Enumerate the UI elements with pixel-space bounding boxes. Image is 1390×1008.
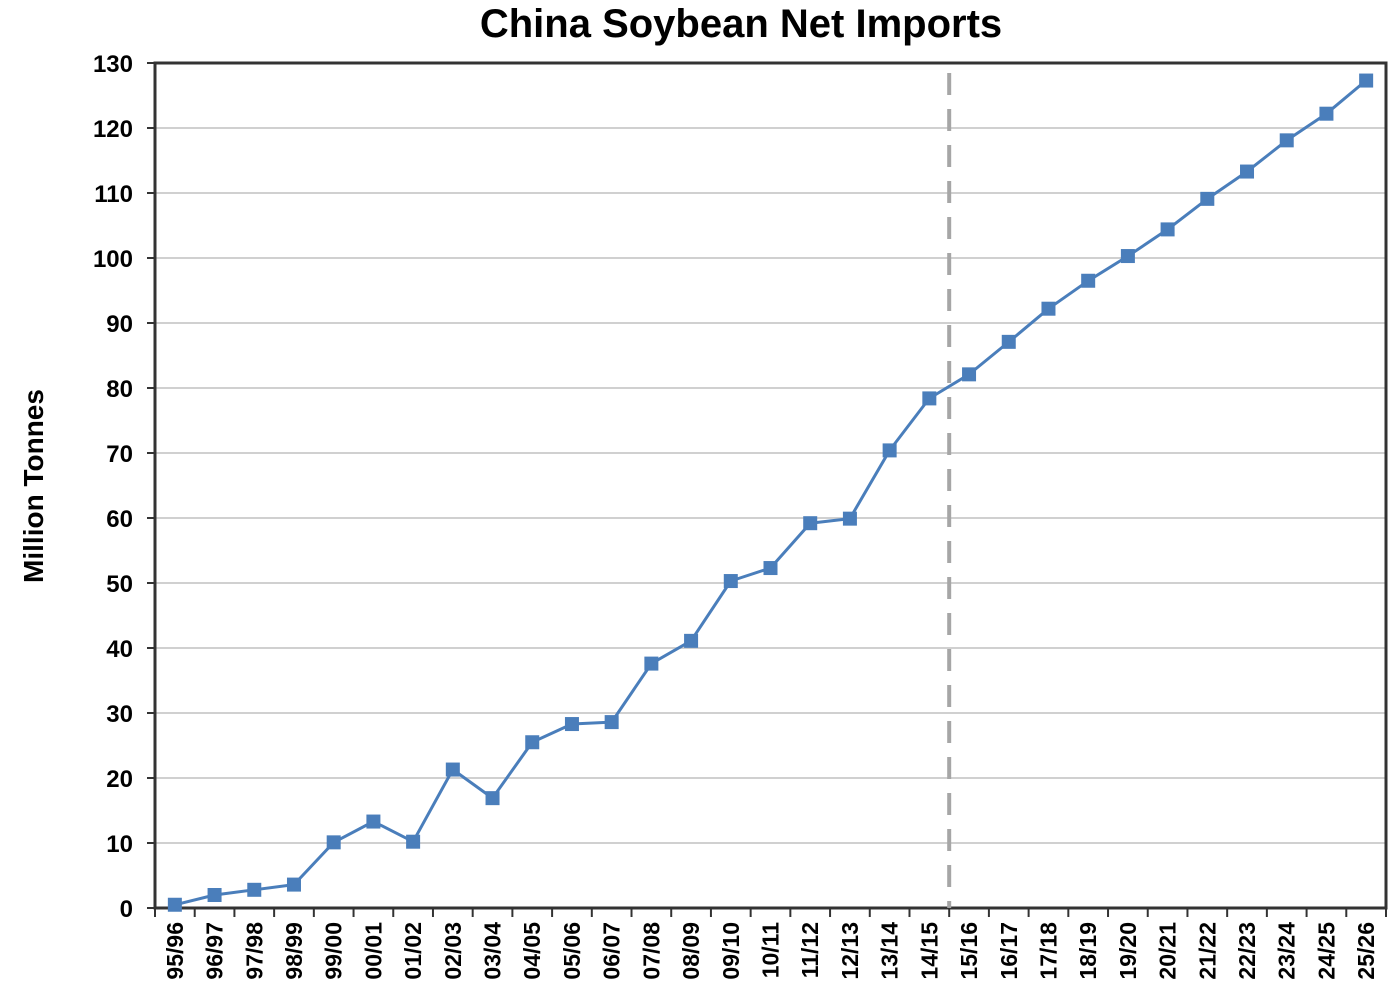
y-tick-label: 40 — [106, 636, 133, 663]
data-point — [445, 762, 460, 777]
y-tick-label: 0 — [120, 896, 133, 923]
x-tick-label: 96/97 — [202, 922, 228, 980]
series-line — [174, 79, 1368, 907]
data-point — [525, 735, 540, 750]
x-tick-label: 25/26 — [1353, 922, 1379, 980]
x-tick-label: 04/05 — [519, 922, 545, 980]
y-axis-label: Million Tonnes — [18, 389, 49, 583]
data-point — [842, 511, 857, 526]
data-point — [922, 391, 937, 406]
data-point — [1319, 106, 1334, 121]
axis-ticks — [147, 62, 1387, 917]
x-tick-label: 14/15 — [916, 922, 942, 980]
x-tick-label: 18/19 — [1075, 922, 1101, 980]
y-tick-label: 120 — [93, 116, 133, 143]
x-tick-label: 95/96 — [162, 922, 188, 980]
x-tick-label: 23/24 — [1274, 922, 1300, 980]
x-tick-label: 21/22 — [1194, 922, 1220, 980]
data-point — [326, 835, 341, 850]
x-tick-label: 01/02 — [400, 922, 426, 980]
y-tick-label: 20 — [106, 766, 133, 793]
x-tick-label: 00/01 — [360, 922, 386, 980]
x-tick-label: 17/18 — [1035, 922, 1061, 980]
x-tick-label: 22/23 — [1234, 922, 1260, 980]
data-point — [1001, 334, 1016, 349]
x-tick-label: 24/25 — [1313, 922, 1339, 980]
x-tick-label: 07/08 — [638, 922, 664, 980]
x-tick-labels: 95/96 96/97 97/98 98/99 99/00 00/01 01/02 02/03… — [162, 922, 1379, 980]
x-tick-label: 08/09 — [678, 922, 704, 980]
x-tick-label: 09/10 — [718, 922, 744, 980]
y-tick-label: 90 — [106, 311, 133, 338]
data-point — [1200, 191, 1215, 206]
y-tick-label: 70 — [106, 441, 133, 468]
data-point — [684, 633, 699, 648]
x-tick-label: 98/99 — [281, 922, 307, 980]
y-tick-label: 10 — [106, 831, 133, 858]
y-tick-label: 60 — [106, 506, 133, 533]
x-tick-label: 15/16 — [956, 922, 982, 980]
data-point — [286, 877, 301, 892]
data-point — [882, 443, 897, 458]
x-tick-label: 10/11 — [758, 922, 784, 978]
x-tick-label: 16/17 — [996, 922, 1022, 980]
data-point — [1160, 222, 1175, 237]
data-point — [962, 367, 977, 382]
y-tick-label: 130 — [93, 51, 133, 78]
data-point — [485, 791, 500, 806]
data-point — [1240, 164, 1255, 179]
data-point — [167, 897, 182, 912]
chart-title: China Soybean Net Imports — [479, 2, 1003, 46]
x-tick-label: 97/98 — [241, 922, 267, 980]
data-point — [207, 888, 222, 902]
data-point — [803, 516, 818, 531]
data-point — [366, 814, 381, 829]
gridlines — [155, 127, 1386, 844]
y-tick-label: 110 — [94, 181, 133, 208]
y-tick-labels: 0 10 20 30 40 50 60 70 80 90 100 110 120 130 — [93, 51, 133, 923]
x-tick-label: 99/00 — [321, 922, 347, 980]
data-point — [1120, 249, 1135, 264]
x-tick-label: 03/04 — [480, 922, 506, 980]
plot-frame — [153, 61, 1388, 910]
data-point — [763, 561, 778, 576]
data-point — [1279, 133, 1294, 148]
x-tick-label: 20/21 — [1155, 922, 1181, 980]
data-point — [1041, 301, 1056, 316]
data-point — [1081, 273, 1096, 288]
data-point — [604, 715, 619, 730]
data-point — [723, 574, 738, 589]
series — [167, 73, 1374, 912]
x-tick-label: 12/13 — [837, 922, 863, 980]
x-tick-label: 19/20 — [1115, 922, 1141, 980]
data-point — [247, 882, 262, 897]
y-tick-label: 50 — [106, 571, 133, 598]
y-tick-label: 30 — [106, 701, 133, 728]
data-point — [644, 656, 659, 671]
x-tick-label: 11/12 — [797, 922, 823, 978]
data-point — [1359, 73, 1374, 88]
data-point — [564, 717, 579, 732]
x-tick-label: 06/07 — [599, 922, 625, 980]
x-tick-label: 13/14 — [877, 922, 903, 980]
x-tick-label: 02/03 — [440, 922, 466, 980]
data-point — [406, 834, 421, 849]
y-tick-label: 80 — [106, 376, 133, 403]
y-tick-label: 100 — [93, 246, 133, 273]
x-tick-label: 05/06 — [559, 922, 585, 980]
